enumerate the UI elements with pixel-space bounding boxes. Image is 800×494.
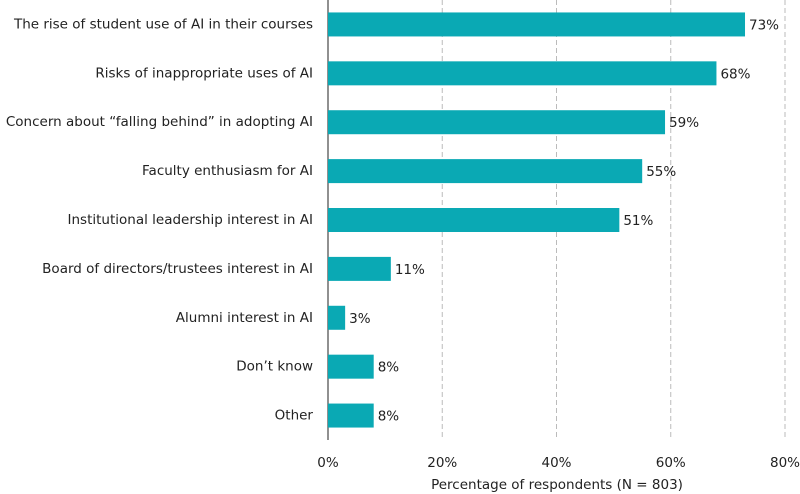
- x-tick-label: 0%: [317, 455, 339, 471]
- x-axis-label: Percentage of respondents (N = 803): [431, 477, 683, 493]
- y-tick-label: Institutional leadership interest in AI: [68, 212, 314, 228]
- value-label: 8%: [378, 409, 400, 425]
- x-tick-label: 80%: [770, 455, 800, 471]
- bar: [328, 354, 374, 379]
- x-tick-label: 20%: [427, 455, 457, 471]
- value-label: 55%: [646, 164, 676, 180]
- x-tick-label: 60%: [656, 455, 686, 471]
- bar: [328, 403, 374, 428]
- bar: [328, 305, 346, 330]
- y-tick-label: Risks of inappropriate uses of AI: [95, 65, 313, 81]
- y-tick-label: Board of directors/trustees interest in …: [42, 261, 313, 277]
- value-label: 11%: [395, 262, 425, 278]
- y-tick-label: Faculty enthusiasm for AI: [142, 163, 313, 179]
- y-tick-label: The rise of student use of AI in their c…: [13, 16, 313, 32]
- bar: [328, 159, 643, 184]
- bar: [328, 12, 746, 37]
- y-tick-label: Concern about “falling behind” in adopti…: [6, 114, 313, 130]
- value-label: 51%: [623, 213, 653, 229]
- bar: [328, 61, 717, 86]
- x-tick-label: 40%: [541, 455, 571, 471]
- y-tick-label: Alumni interest in AI: [176, 310, 313, 326]
- value-label: 59%: [669, 115, 699, 131]
- bar: [328, 110, 666, 135]
- value-label: 8%: [378, 360, 400, 376]
- value-label: 68%: [720, 66, 750, 82]
- y-tick-label: Other: [275, 408, 314, 424]
- bar: [328, 256, 391, 281]
- y-tick-label: Don’t know: [236, 359, 313, 375]
- value-label: 3%: [349, 311, 371, 327]
- bar: [328, 208, 620, 232]
- value-label: 73%: [749, 17, 779, 33]
